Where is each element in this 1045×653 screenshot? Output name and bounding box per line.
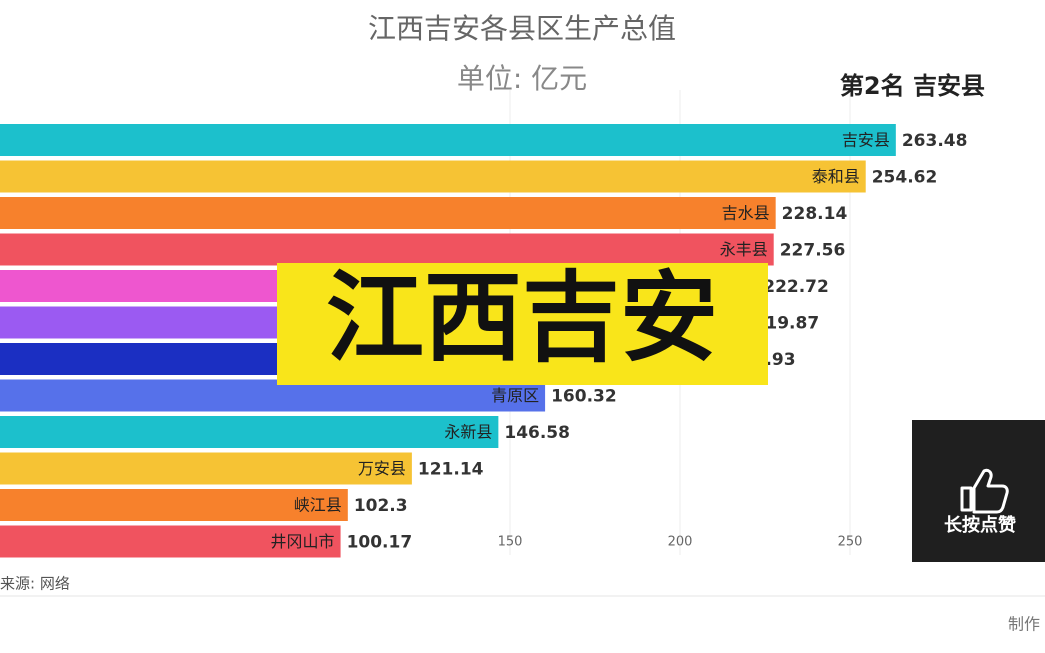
bar xyxy=(0,489,348,521)
bar-label: 吉水县 xyxy=(722,204,770,223)
x-tick-label: 250 xyxy=(838,535,863,550)
bar xyxy=(0,233,774,266)
bar-label: 永新县 xyxy=(444,423,492,442)
like-button[interactable]: 长按点赞 xyxy=(912,420,1045,562)
rank-label: 第2名 吉安县 xyxy=(840,72,985,100)
value-label: 100.17 xyxy=(347,533,413,553)
bar xyxy=(0,452,412,485)
value-label: 263.48 xyxy=(902,131,968,151)
like-button-box[interactable] xyxy=(912,420,1045,562)
bar-label: 青原区 xyxy=(491,386,539,405)
bar-label: 峡江县 xyxy=(294,496,342,515)
overlay: 江西吉安 xyxy=(277,260,768,385)
overlay-box xyxy=(277,263,768,385)
value-label: 228.14 xyxy=(782,204,848,224)
value-label: 222.72 xyxy=(763,277,829,297)
bar xyxy=(0,525,341,558)
bar xyxy=(0,160,866,193)
bar-label: 井冈山市 xyxy=(271,532,335,551)
value-label: 146.58 xyxy=(504,423,570,443)
bar-label: 吉安县 xyxy=(842,131,890,150)
button-label: 长按点赞 xyxy=(944,514,1016,536)
value-label: 254.62 xyxy=(872,168,938,188)
credit: 制作 xyxy=(1008,615,1040,634)
bar xyxy=(0,416,499,448)
chart-subtitle: 单位: 亿元 xyxy=(457,62,587,95)
value-label: 160.32 xyxy=(551,387,617,407)
value-label: 227.56 xyxy=(780,241,846,261)
value-label: 219.87 xyxy=(754,314,820,334)
value-label: 102.3 xyxy=(354,496,408,516)
bar xyxy=(0,124,896,156)
value-label: 121.14 xyxy=(418,460,484,480)
chart-title: 江西吉安各县区生产总值 xyxy=(368,12,676,45)
bar-label: 万安县 xyxy=(358,459,406,478)
x-tick-label: 150 xyxy=(498,535,523,550)
bar xyxy=(0,197,776,229)
source: 来源: 网络 xyxy=(0,575,70,593)
like-icon xyxy=(960,468,1009,514)
overlay-text: 江西吉安 xyxy=(326,260,718,375)
bar-label: 永丰县 xyxy=(720,240,768,259)
bar-label: 泰和县 xyxy=(812,167,860,186)
x-tick-label: 200 xyxy=(668,535,693,550)
